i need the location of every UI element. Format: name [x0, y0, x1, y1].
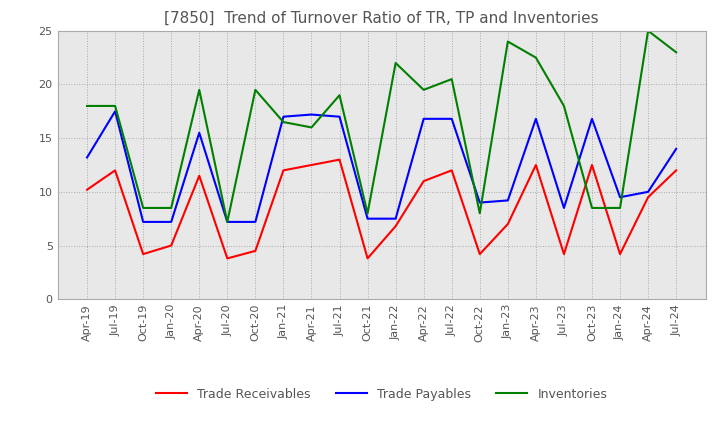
- Inventories: [364, 211, 372, 216]
- Inventories: [559, 103, 568, 109]
- Trade Receivables: [616, 252, 624, 257]
- Trade Payables: [336, 114, 344, 119]
- Trade Receivables: [419, 179, 428, 184]
- Inventories: [531, 55, 540, 60]
- Trade Payables: [588, 116, 596, 121]
- Trade Payables: [447, 116, 456, 121]
- Trade Receivables: [223, 256, 232, 261]
- Trade Receivables: [251, 248, 260, 253]
- Trade Payables: [391, 216, 400, 221]
- Inventories: [447, 77, 456, 82]
- Trade Receivables: [139, 252, 148, 257]
- Trade Receivables: [364, 256, 372, 261]
- Trade Payables: [616, 194, 624, 200]
- Inventories: [83, 103, 91, 109]
- Inventories: [644, 28, 652, 33]
- Trade Payables: [111, 109, 120, 114]
- Trade Receivables: [559, 252, 568, 257]
- Inventories: [672, 50, 680, 55]
- Trade Payables: [531, 116, 540, 121]
- Trade Receivables: [475, 252, 484, 257]
- Trade Payables: [195, 130, 204, 136]
- Trade Payables: [307, 112, 316, 117]
- Inventories: [336, 92, 344, 98]
- Trade Payables: [672, 146, 680, 151]
- Inventories: [307, 125, 316, 130]
- Trade Payables: [251, 219, 260, 224]
- Trade Payables: [279, 114, 288, 119]
- Trade Receivables: [167, 243, 176, 248]
- Inventories: [195, 87, 204, 92]
- Trade Receivables: [531, 162, 540, 168]
- Inventories: [391, 60, 400, 66]
- Line: Trade Payables: Trade Payables: [87, 111, 676, 222]
- Legend: Trade Receivables, Trade Payables, Inventories: Trade Receivables, Trade Payables, Inven…: [151, 383, 612, 406]
- Trade Payables: [167, 219, 176, 224]
- Trade Receivables: [447, 168, 456, 173]
- Trade Receivables: [307, 162, 316, 168]
- Trade Receivables: [83, 187, 91, 192]
- Inventories: [503, 39, 512, 44]
- Trade Payables: [223, 219, 232, 224]
- Title: [7850]  Trend of Turnover Ratio of TR, TP and Inventories: [7850] Trend of Turnover Ratio of TR, TP…: [164, 11, 599, 26]
- Trade Payables: [139, 219, 148, 224]
- Inventories: [223, 219, 232, 224]
- Inventories: [111, 103, 120, 109]
- Inventories: [139, 205, 148, 211]
- Trade Receivables: [391, 224, 400, 229]
- Trade Receivables: [279, 168, 288, 173]
- Inventories: [419, 87, 428, 92]
- Trade Receivables: [111, 168, 120, 173]
- Trade Payables: [644, 189, 652, 194]
- Trade Receivables: [588, 162, 596, 168]
- Inventories: [588, 205, 596, 211]
- Trade Payables: [419, 116, 428, 121]
- Line: Inventories: Inventories: [87, 31, 676, 222]
- Trade Receivables: [503, 221, 512, 227]
- Line: Trade Receivables: Trade Receivables: [87, 160, 676, 258]
- Trade Receivables: [672, 168, 680, 173]
- Trade Payables: [475, 200, 484, 205]
- Trade Payables: [364, 216, 372, 221]
- Inventories: [279, 119, 288, 125]
- Trade Receivables: [644, 194, 652, 200]
- Inventories: [251, 87, 260, 92]
- Inventories: [167, 205, 176, 211]
- Trade Payables: [503, 198, 512, 203]
- Inventories: [475, 211, 484, 216]
- Trade Payables: [559, 205, 568, 211]
- Trade Receivables: [195, 173, 204, 178]
- Inventories: [616, 205, 624, 211]
- Trade Receivables: [336, 157, 344, 162]
- Trade Payables: [83, 155, 91, 160]
